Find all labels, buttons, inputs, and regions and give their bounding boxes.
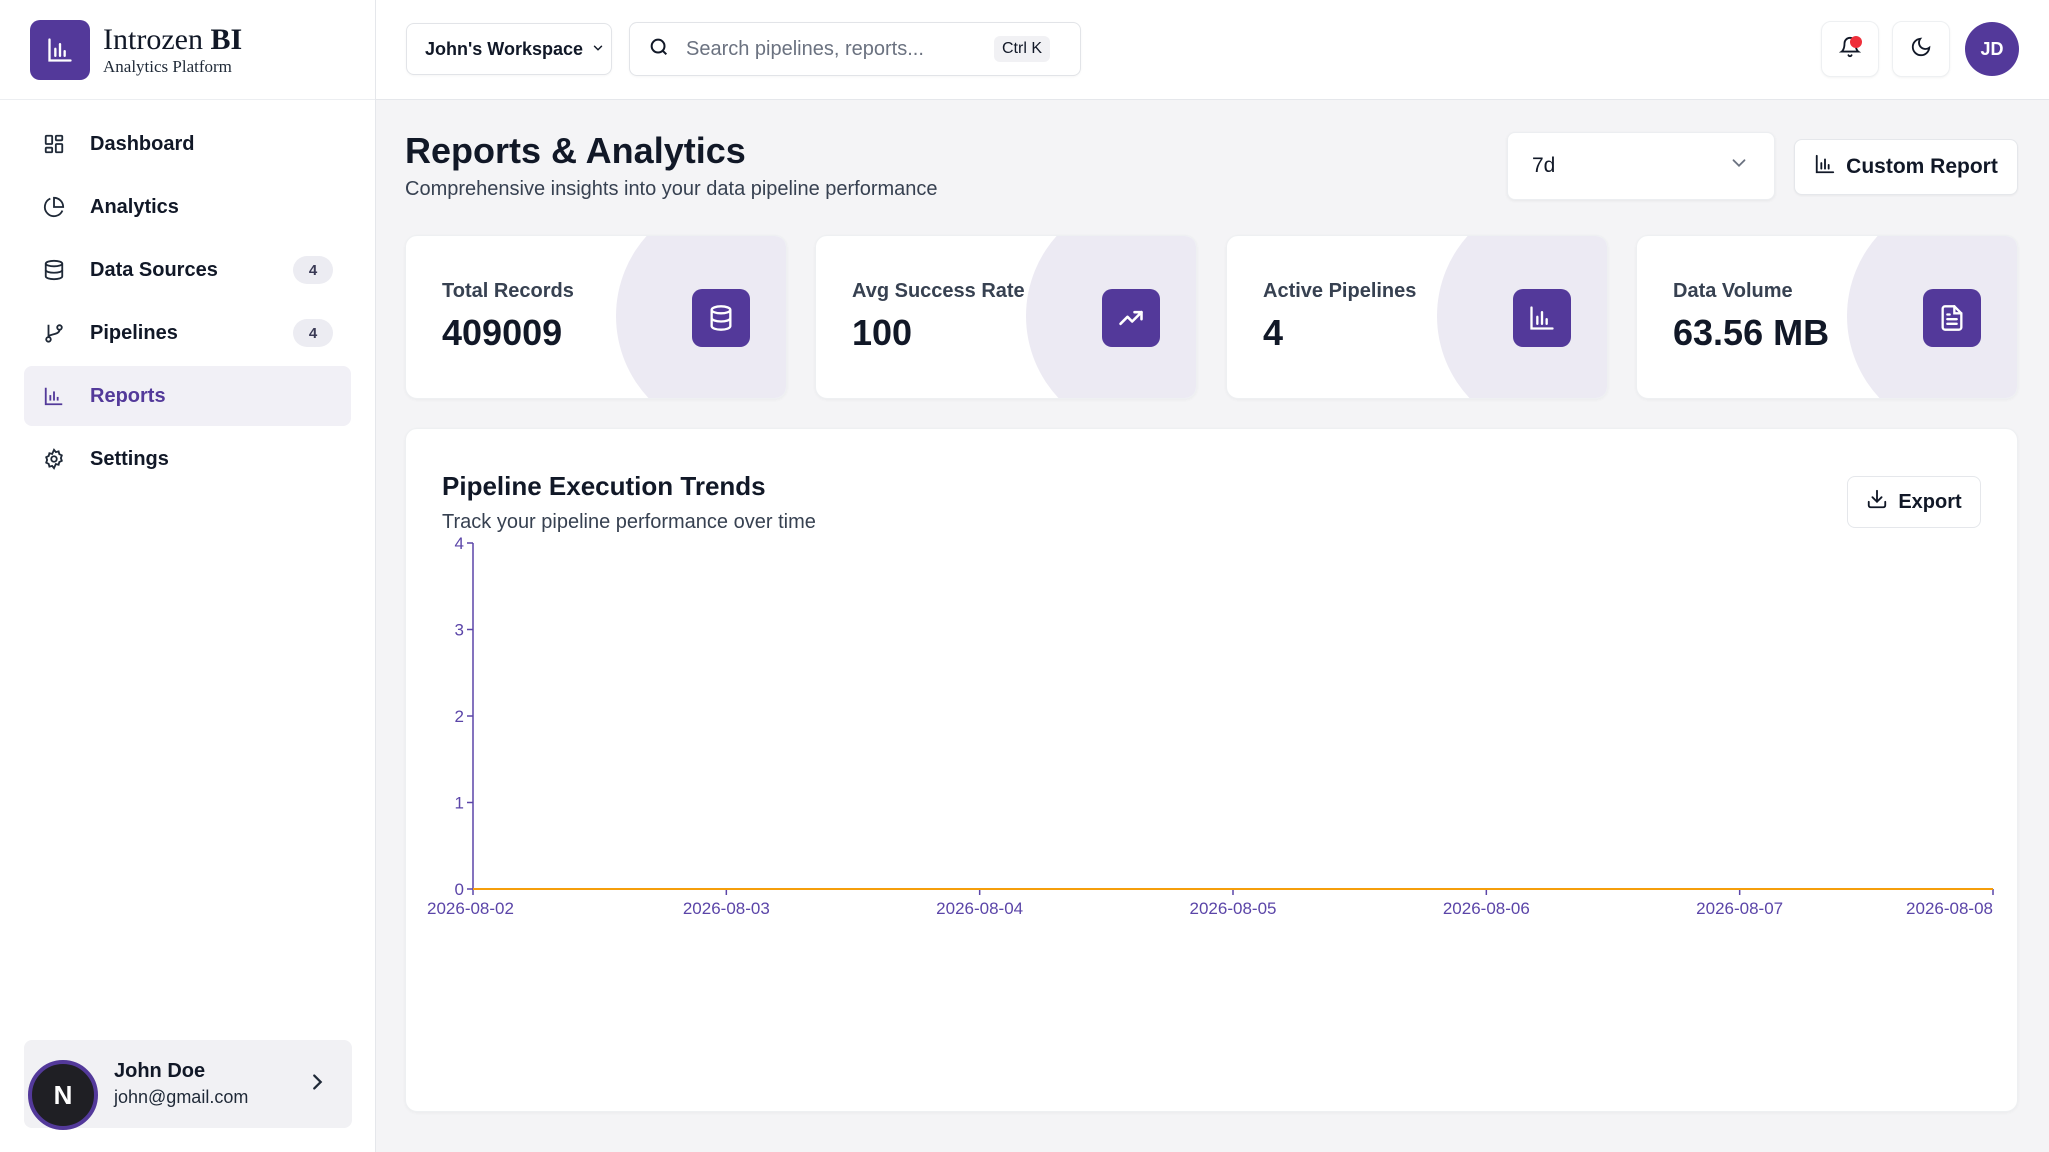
custom-report-button[interactable]: Custom Report (1794, 139, 2018, 195)
stat-card-total-records: Total Records 409009 (405, 235, 787, 399)
export-button[interactable]: Export (1847, 476, 1981, 528)
database-icon (42, 258, 66, 282)
sidebar-item-dashboard[interactable]: Dashboard (24, 114, 351, 174)
stats-row: Total Records 409009 Avg Success Rate 10… (405, 235, 2018, 399)
count-badge: 4 (293, 319, 333, 347)
stat-value: 63.56 MB (1673, 312, 1830, 353)
y-tick-label: 1 (455, 794, 464, 813)
chevron-down-icon (1728, 152, 1750, 180)
sidebar-item-label: Data Sources (90, 258, 218, 281)
export-label: Export (1898, 490, 1962, 513)
custom-report-label: Custom Report (1846, 155, 1998, 178)
sidebar-item-analytics[interactable]: Analytics (24, 177, 351, 237)
avatar[interactable]: JD (1965, 22, 2019, 76)
y-tick-label: 0 (455, 880, 464, 899)
notifications-button[interactable] (1821, 21, 1879, 77)
user-profile-card[interactable]: N John Doe john@gmail.com (24, 1040, 352, 1130)
user-name: John Doe (114, 1060, 206, 1082)
notification-dot (1850, 36, 1862, 48)
chart-subtitle: Track your pipeline performance over tim… (442, 511, 816, 533)
bar-chart-icon (42, 384, 66, 408)
stat-label: Avg Success Rate (852, 280, 1025, 302)
stat-card-avg-success-rate: Avg Success Rate 100 (815, 235, 1197, 399)
trending-up-icon (1102, 289, 1160, 347)
sidebar-item-label: Reports (90, 384, 166, 407)
grid-icon (42, 132, 66, 156)
database-icon (692, 289, 750, 347)
keyboard-shortcut: Ctrl K (994, 36, 1050, 62)
sidebar-nav: Dashboard Analytics Data Sources 4 Pipel… (0, 100, 375, 506)
avatar[interactable]: N (28, 1060, 98, 1130)
brand[interactable]: Introzen BI Analytics Platform (0, 0, 375, 100)
bar-chart-icon (1513, 289, 1571, 347)
trend-chart: 0 1 2 3 4 2026-08-02 2026-08-03 2026-08-04 2026-… (427, 534, 1994, 918)
x-tick-label: 2026-08-05 (1190, 899, 1277, 918)
workspace-selector[interactable]: John's Workspace (406, 23, 612, 75)
git-branch-icon (42, 321, 66, 345)
file-text-icon (1923, 289, 1981, 347)
stat-label: Active Pipelines (1263, 280, 1417, 302)
chevron-down-icon (591, 39, 605, 60)
date-range-select[interactable]: 7d (1507, 132, 1775, 200)
bar-chart-icon (1814, 153, 1846, 181)
y-tick-label: 3 (455, 621, 464, 640)
stat-label: Data Volume (1673, 280, 1793, 302)
sidebar-item-label: Pipelines (90, 321, 178, 344)
stat-value: 4 (1263, 312, 1284, 353)
sidebar-item-data-sources[interactable]: Data Sources 4 (24, 240, 351, 300)
main-content: Reports & Analytics Comprehensive insigh… (376, 100, 2049, 1152)
stat-card-data-volume: Data Volume 63.56 MB (1636, 235, 2018, 399)
topbar: John's Workspace Ctrl K JD (376, 0, 2049, 100)
brand-title: Introzen BI (103, 22, 243, 56)
x-tick-label: 2026-08-02 (427, 899, 514, 918)
count-badge: 4 (293, 256, 333, 284)
sidebar-item-label: Dashboard (90, 132, 195, 155)
moon-icon (1910, 36, 1932, 63)
brand-subtitle: Analytics Platform (103, 56, 232, 76)
date-range-value: 7d (1532, 154, 1556, 177)
pie-chart-icon (42, 195, 66, 219)
stat-label: Total Records (442, 280, 574, 302)
search-input[interactable] (686, 37, 986, 61)
chart-title: Pipeline Execution Trends (442, 471, 766, 501)
y-tick-label: 4 (455, 534, 464, 553)
bell-icon (1838, 36, 1862, 63)
sidebar-item-settings[interactable]: Settings (24, 429, 351, 489)
sidebar-item-label: Settings (90, 447, 169, 470)
sidebar-item-pipelines[interactable]: Pipelines 4 (24, 303, 351, 363)
gear-icon (42, 447, 66, 471)
stat-value: 100 (852, 312, 913, 353)
x-tick-label: 2026-08-04 (936, 899, 1023, 918)
search-icon (648, 36, 670, 63)
page-title: Reports & Analytics (405, 130, 746, 171)
workspace-label: John's Workspace (425, 38, 584, 59)
theme-toggle-button[interactable] (1892, 21, 1950, 77)
x-tick-label: 2026-08-08 (1906, 899, 1993, 918)
bar-chart-icon (30, 19, 90, 80)
stat-value: 409009 (442, 312, 563, 353)
page-subtitle: Comprehensive insights into your data pi… (405, 178, 938, 200)
sidebar: Introzen BI Analytics Platform Dashboard… (0, 0, 376, 1152)
x-tick-label: 2026-08-03 (683, 899, 770, 918)
pipeline-trends-card: Pipeline Execution Trends Track your pip… (405, 428, 2018, 1112)
x-tick-label: 2026-08-07 (1696, 899, 1783, 918)
stat-card-active-pipelines: Active Pipelines 4 (1226, 235, 1608, 399)
sidebar-item-reports[interactable]: Reports (24, 366, 351, 426)
y-tick-label: 2 (455, 707, 464, 726)
sidebar-item-label: Analytics (90, 195, 179, 218)
user-email: john@gmail.com (114, 1087, 249, 1107)
search-bar[interactable]: Ctrl K (629, 22, 1081, 76)
x-tick-label: 2026-08-06 (1443, 899, 1530, 918)
download-icon (1866, 488, 1898, 516)
chevron-right-icon[interactable] (306, 1071, 328, 1098)
